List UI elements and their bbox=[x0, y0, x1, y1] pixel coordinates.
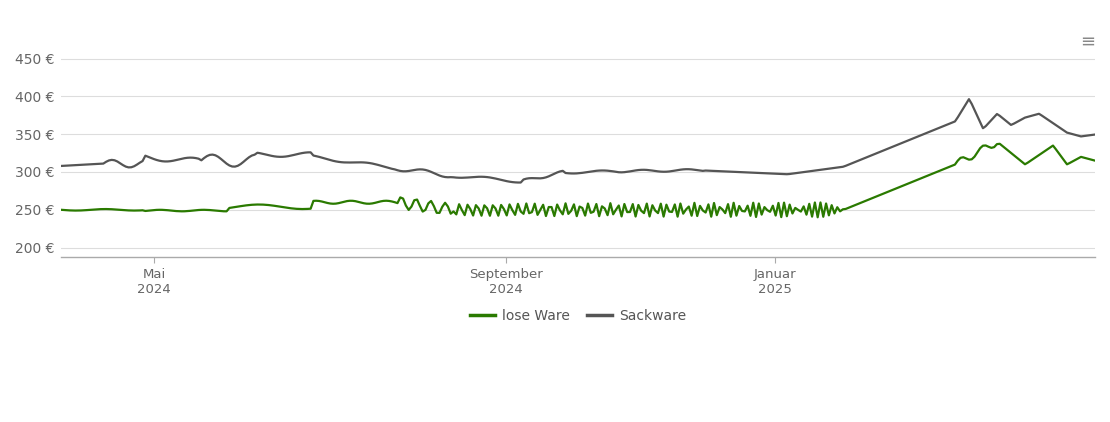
Text: ≡: ≡ bbox=[1080, 33, 1094, 51]
Legend: lose Ware, Sackware: lose Ware, Sackware bbox=[465, 303, 692, 328]
